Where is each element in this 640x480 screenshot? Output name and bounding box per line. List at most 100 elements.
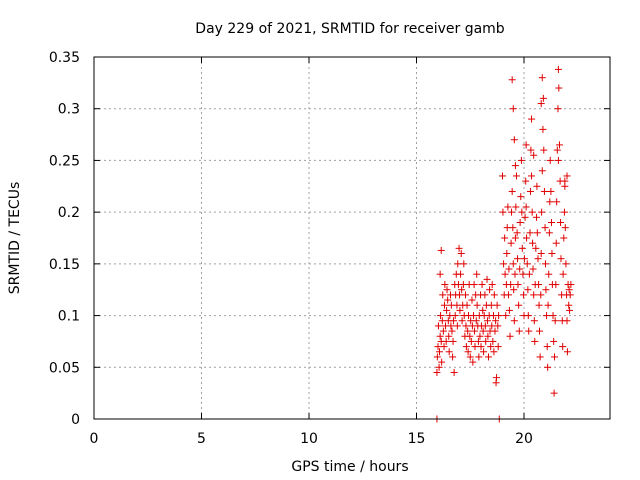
data-point [443, 306, 451, 314]
data-point [492, 317, 500, 325]
data-point [514, 281, 522, 289]
data-point [494, 343, 502, 351]
data-point [436, 332, 444, 340]
data-point [440, 301, 448, 309]
data-point [478, 281, 486, 289]
data-point [563, 172, 571, 180]
data-point [512, 203, 520, 211]
data-point [525, 327, 533, 335]
x-tick-label: 5 [197, 431, 206, 447]
data-point [464, 348, 472, 356]
data-point [475, 353, 483, 361]
data-point [503, 250, 511, 258]
x-axis-label: GPS time / hours [291, 459, 408, 475]
data-point [560, 208, 568, 216]
data-point [438, 358, 446, 366]
data-point [501, 270, 509, 278]
data-point [563, 348, 571, 356]
x-tick-label: 0 [90, 431, 99, 447]
data-point [500, 260, 508, 268]
data-point [471, 343, 479, 351]
data-point [526, 187, 534, 195]
data-point [445, 348, 453, 356]
data-point [566, 306, 574, 314]
data-point [451, 312, 459, 320]
data-point [520, 255, 528, 263]
data-point [530, 291, 538, 299]
data-point [546, 198, 554, 206]
data-point [479, 327, 487, 335]
data-point [539, 94, 547, 102]
data-point [481, 291, 489, 299]
data-point [528, 172, 536, 180]
data-point [488, 281, 496, 289]
data-point [483, 317, 491, 325]
y-tick-label: 0.35 [49, 50, 80, 66]
data-point [548, 250, 556, 258]
data-point [447, 322, 455, 330]
axis-ticks [93, 56, 610, 420]
data-point [449, 317, 457, 325]
data-point [535, 327, 543, 335]
data-point [490, 348, 498, 356]
data-point [489, 337, 497, 345]
data-point [538, 167, 546, 175]
data-point [472, 317, 480, 325]
data-point [435, 363, 443, 371]
data-point [533, 182, 541, 190]
data-point [469, 358, 477, 366]
data-point [473, 301, 481, 309]
data-point [470, 281, 478, 289]
data-point [441, 281, 449, 289]
data-point [499, 172, 506, 180]
data-point [516, 218, 524, 226]
data-point [455, 244, 463, 252]
data-point [541, 224, 549, 232]
y-tick-label: 0 [71, 412, 80, 428]
data-point [550, 389, 558, 397]
data-point [547, 187, 555, 195]
data-point [462, 291, 470, 299]
data-point [445, 332, 453, 340]
data-point [540, 187, 548, 195]
data-point [466, 332, 474, 340]
data-point [521, 213, 529, 221]
data-point [510, 317, 518, 325]
data-point [520, 291, 528, 299]
data-point [479, 306, 487, 314]
data-point [543, 343, 551, 351]
data-point [510, 136, 518, 144]
data-point [544, 363, 552, 371]
y-tick-label: 0.2 [58, 205, 80, 221]
plot-frame [93, 56, 611, 420]
data-point [468, 296, 476, 304]
data-point [505, 265, 513, 273]
data-point [437, 312, 445, 320]
data-point [449, 353, 457, 361]
data-point [537, 100, 545, 108]
data-point [529, 265, 537, 273]
data-point [552, 239, 560, 247]
data-point [526, 229, 534, 237]
data-point [505, 291, 513, 299]
data-point [444, 296, 452, 304]
data-point [458, 317, 466, 325]
data-point [518, 208, 526, 216]
data-point [460, 260, 468, 268]
data-point [517, 193, 525, 201]
data-point [554, 156, 562, 164]
data-point [440, 343, 448, 351]
data-point [449, 337, 457, 345]
data-point [507, 239, 515, 247]
data-point [523, 234, 531, 242]
data-point [567, 281, 575, 289]
data-point [499, 208, 507, 216]
data-point [501, 234, 509, 242]
data-point [434, 343, 442, 351]
y-tick-label: 0.15 [49, 257, 80, 273]
data-point [517, 156, 525, 164]
data-point [530, 317, 538, 325]
data-point [561, 224, 569, 232]
data-point [528, 208, 536, 216]
data-point [456, 306, 464, 314]
